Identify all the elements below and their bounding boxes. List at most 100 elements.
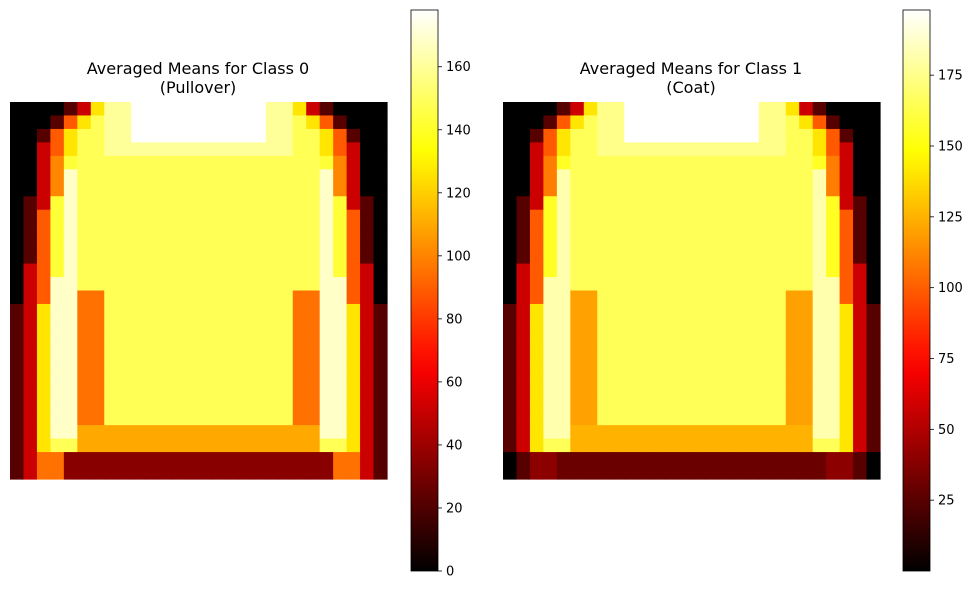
heatmap-cell [373,128,388,143]
heatmap-cell [144,142,159,157]
heatmap-cell [23,155,38,170]
heatmap-cell [306,438,321,453]
heatmap-cell [319,357,334,372]
heatmap-cell [826,209,841,224]
heatmap-cell [799,155,814,170]
heatmap-cell [158,411,173,426]
heatmap-cell [637,182,652,197]
heatmap-cell [171,223,186,238]
heatmap-cell [252,398,267,413]
heatmap-cell [50,357,65,372]
heatmap-cell [279,411,294,426]
heatmap-cell [543,223,558,238]
heatmap-cell [185,128,200,143]
heatmap-cell [570,303,585,319]
heatmap-cell [171,438,186,453]
heatmap-cell [238,452,253,467]
heatmap-cell [63,209,78,224]
heatmap-cell [360,182,375,197]
heatmap-cell [319,115,334,130]
heatmap-cell [583,263,598,278]
heatmap-cell [90,411,105,426]
heatmap-cell [799,263,814,278]
heatmap-cell [691,169,706,184]
heatmap-cell [543,371,558,386]
heatmap-cell [36,277,51,292]
heatmap-cell [516,263,531,278]
heatmap-cell [785,465,800,480]
heatmap-cell [211,182,227,197]
heatmap-cell [198,330,213,345]
heatmap-cell [306,425,321,440]
heatmap-cell [279,277,294,292]
colorbar-tick-label: 60 [446,375,463,390]
heatmap-cell [637,357,652,372]
heatmap-cell [745,398,760,413]
heatmap-cell [799,384,814,399]
heatmap-cell [50,398,65,413]
heatmap-cell [812,438,827,453]
heatmap-cell [131,465,146,480]
heatmap-cell [704,398,720,413]
heatmap-cell [624,290,639,305]
heatmap-cell [225,438,240,453]
heatmap-cell [238,128,253,143]
panel-class-1: Averaged Means for Class 1 (Coat) 255075… [503,9,963,572]
heatmap-cell [826,398,841,413]
heatmap-cell [731,344,746,359]
heatmap-cell [185,344,200,359]
heatmap-cell [731,169,746,184]
heatmap-cell [826,344,841,359]
heatmap-cell [597,330,612,345]
heatmap-cell [131,223,146,238]
heatmap-cell [812,317,827,332]
heatmap-cell [198,236,213,251]
heatmap-cell [772,290,787,305]
heatmap-cell [36,155,51,170]
heatmap-cell [185,169,200,184]
heatmap-cell [198,290,213,305]
heatmap-cell [570,115,585,130]
heatmap-cell [360,128,375,143]
heatmap-cell [104,398,119,413]
heatmap-class-1 [503,102,881,480]
heatmap-cell [799,371,814,386]
heatmap-cell [238,115,253,130]
heatmap-cell [597,438,612,453]
heatmap-cell [333,452,348,467]
heatmap-cell [610,452,625,467]
heatmap-cell [624,398,639,413]
heatmap-cell [90,344,105,359]
heatmap-cell [610,169,625,184]
heatmap-cell [731,182,746,197]
heatmap-cell [597,182,612,197]
heatmap-cell [853,303,868,319]
heatmap-cell [812,330,827,345]
heatmap-cell [529,384,544,399]
heatmap-cell [252,209,267,224]
heatmap-cell [624,102,639,117]
heatmap-cell [839,371,854,386]
heatmap-cell [131,317,146,332]
heatmap-cell [866,344,881,359]
heatmap-cell [678,236,693,251]
heatmap-cell [718,196,733,211]
heatmap-cell [360,398,375,413]
heatmap-cell [292,303,307,319]
heatmap-cell [77,438,92,453]
heatmap-cell [292,142,307,157]
heatmap-cell [503,128,518,143]
heatmap-cell [678,452,693,467]
heatmap-cell [225,102,240,117]
heatmap-cell [265,317,280,332]
heatmap-cell [306,182,321,197]
heatmap-cell [333,182,348,197]
heatmap-cell [131,142,146,157]
heatmap-cell [346,303,361,319]
heatmap-cell [704,142,720,157]
heatmap-cell [583,371,598,386]
heatmap-cell [529,250,544,265]
heatmap-cell [839,196,854,211]
heatmap-cell [185,209,200,224]
heatmap-cell [373,223,388,238]
